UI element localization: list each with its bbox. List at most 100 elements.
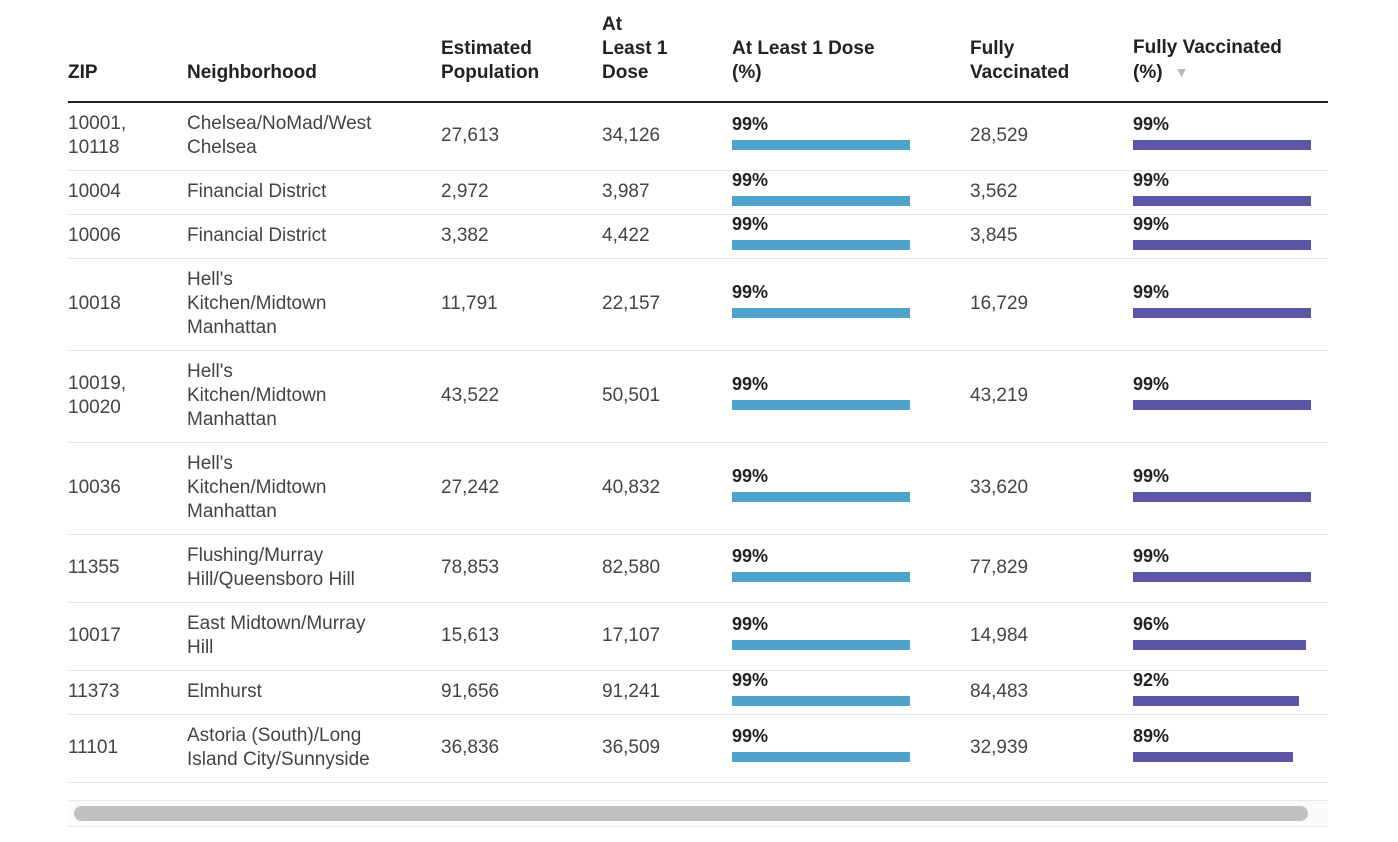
fully-pct-cell: 99% (1133, 258, 1328, 351)
population-cell: 2,972 (441, 170, 602, 215)
column-header-label: Fully (970, 38, 1015, 59)
horizontal-scrollbar[interactable] (68, 800, 1328, 827)
fully-pct-cell-bar-track (1133, 400, 1311, 410)
population-cell: 3,382 (441, 214, 602, 259)
fully-pct-cell-bar-track (1133, 492, 1311, 502)
neighborhood-cell-line: Astoria (South)/Long (187, 725, 362, 746)
dose1-pct-cell-bar-track (732, 308, 910, 318)
fully-cell: 43,219 (970, 350, 1133, 443)
neighborhood-cell-line: Flushing/Murray (187, 545, 324, 566)
dose1-pct-cell-bar-track (732, 140, 910, 151)
dose1-pct-cell-bar-track (732, 696, 910, 706)
neighborhood-cell-line: Island City/Sunnyside (187, 749, 370, 770)
neighborhood-cell-line: Manhattan (187, 409, 277, 430)
dose1-cell: 4,422 (602, 214, 732, 259)
fully-cell: 16,729 (970, 258, 1133, 351)
sort-descending-icon[interactable]: ▼ (1174, 64, 1189, 80)
table-row: 10036 Hell's Kitchen/Midtown Manhattan 27,24… (68, 442, 1328, 535)
zip-cell-line: 10001, (68, 113, 127, 135)
zip-cell-line: 11373 (68, 681, 120, 702)
dose1-pct-cell-label: 99% (732, 214, 769, 234)
fully-cell: 14,984 (970, 602, 1133, 671)
dose1-pct-cell-bar-track (732, 240, 910, 250)
dose1-pct-cell: 99% (732, 670, 970, 715)
fully-pct-cell-label: 99% (1133, 282, 1170, 302)
dose1-pct-cell-bar (732, 400, 910, 410)
dose1-pct-cell-label: 99% (732, 114, 769, 135)
dose1-pct-cell-bar (732, 140, 910, 151)
dose1-pct-cell: 99% (732, 534, 970, 603)
column-header-label: Neighborhood (187, 62, 317, 83)
fully-pct-cell-bar-track (1133, 196, 1311, 206)
column-header-fully-vaccinated-pct[interactable]: Fully Vaccinated (%) ▼ (1133, 0, 1328, 103)
fully-cell: 32,939 (970, 714, 1133, 783)
dose1-pct-cell-bar (732, 696, 910, 706)
zip-cell: 11355 (68, 534, 187, 603)
zip-cell: 10004 (68, 170, 187, 215)
dose1-cell: 40,832 (602, 442, 732, 535)
fully-pct-cell-bar (1133, 696, 1299, 706)
dose1-pct-cell-bar (732, 196, 910, 206)
fully-pct-cell-bar (1133, 308, 1311, 318)
table-header-row: ZIP Neighborhood Estimated Population At Leas… (68, 0, 1328, 103)
dose1-cell: 82,580 (602, 534, 732, 603)
zip-cell: 10017 (68, 602, 187, 671)
fully-cell: 77,829 (970, 534, 1133, 603)
fully-cell: 28,529 (970, 102, 1133, 171)
dose1-pct-cell: 99% (732, 350, 970, 443)
neighborhood-cell: Hell's Kitchen/Midtown Manhattan (187, 350, 441, 443)
column-header-label: ZIP (68, 62, 98, 83)
column-header-label: (%) (1133, 62, 1163, 83)
fully-pct-cell-label: 99% (1133, 214, 1170, 234)
dose1-pct-cell-bar (732, 640, 910, 650)
column-header-label: At (602, 14, 623, 35)
neighborhood-cell-line: Kitchen/Midtown (187, 385, 327, 406)
dose1-pct-cell: 99% (732, 602, 970, 671)
neighborhood-cell-line: Hell's (187, 269, 233, 290)
column-header-estimated-population[interactable]: Estimated Population (441, 0, 602, 103)
column-header-label: Population (441, 62, 540, 83)
scrollbar-thumb[interactable] (74, 806, 1308, 821)
dose1-pct-cell-bar (732, 308, 910, 318)
dose1-pct-cell-label: 99% (732, 466, 769, 486)
dose1-cell: 34,126 (602, 102, 732, 171)
zip-cell-line: 10020 (68, 397, 121, 418)
dose1-cell: 91,241 (602, 670, 732, 715)
fully-pct-cell-label: 89% (1133, 726, 1170, 746)
fully-pct-cell-label: 99% (1133, 374, 1170, 394)
neighborhood-cell: Flushing/Murray Hill/Queensboro Hill (187, 534, 441, 603)
population-cell: 78,853 (441, 534, 602, 603)
dose1-pct-cell-bar-track (732, 196, 910, 206)
fully-pct-cell-bar (1133, 752, 1293, 762)
neighborhood-cell: Hell's Kitchen/Midtown Manhattan (187, 442, 441, 535)
column-header-at-least-1-dose[interactable]: At Least 1 Dose (602, 0, 732, 103)
column-header-zip[interactable]: ZIP (68, 0, 187, 103)
column-header-fully-vaccinated[interactable]: Fully Vaccinated (970, 0, 1133, 103)
column-header-at-least-1-dose-pct[interactable]: At Least 1 Dose (%) (732, 0, 970, 103)
fully-cell: 33,620 (970, 442, 1133, 535)
column-header-label: Vaccinated (970, 62, 1070, 83)
column-header-neighborhood[interactable]: Neighborhood (187, 0, 441, 103)
fully-pct-cell-bar-track (1133, 308, 1311, 318)
dose1-pct-cell-label: 99% (732, 670, 769, 690)
zip-cell: 10018 (68, 258, 187, 351)
column-header-label: (%) (732, 62, 762, 83)
dose1-pct-cell-label: 99% (732, 614, 769, 634)
fully-pct-cell-bar-track (1133, 640, 1311, 650)
table-row: 10017 East Midtown/Murray Hill 15,613 17,107… (68, 602, 1328, 671)
dose1-cell: 50,501 (602, 350, 732, 443)
dose1-cell: 17,107 (602, 602, 732, 671)
population-cell: 91,656 (441, 670, 602, 715)
zip-cell-line: 10004 (68, 181, 121, 202)
dose1-pct-cell-bar-track (732, 492, 910, 502)
dose1-pct-cell-bar-track (732, 572, 910, 582)
fully-cell: 84,483 (970, 670, 1133, 715)
column-header-label: Estimated (441, 38, 532, 59)
fully-pct-cell-bar-track (1133, 572, 1311, 582)
neighborhood-cell-line: Financial District (187, 181, 327, 202)
dose1-pct-cell: 99% (732, 170, 970, 215)
neighborhood-cell: Astoria (South)/Long Island City/Sunnysid… (187, 714, 441, 783)
dose1-pct-cell-label: 99% (732, 282, 769, 302)
fully-pct-cell-label: 99% (1133, 170, 1170, 190)
neighborhood-cell-line: Manhattan (187, 317, 277, 338)
